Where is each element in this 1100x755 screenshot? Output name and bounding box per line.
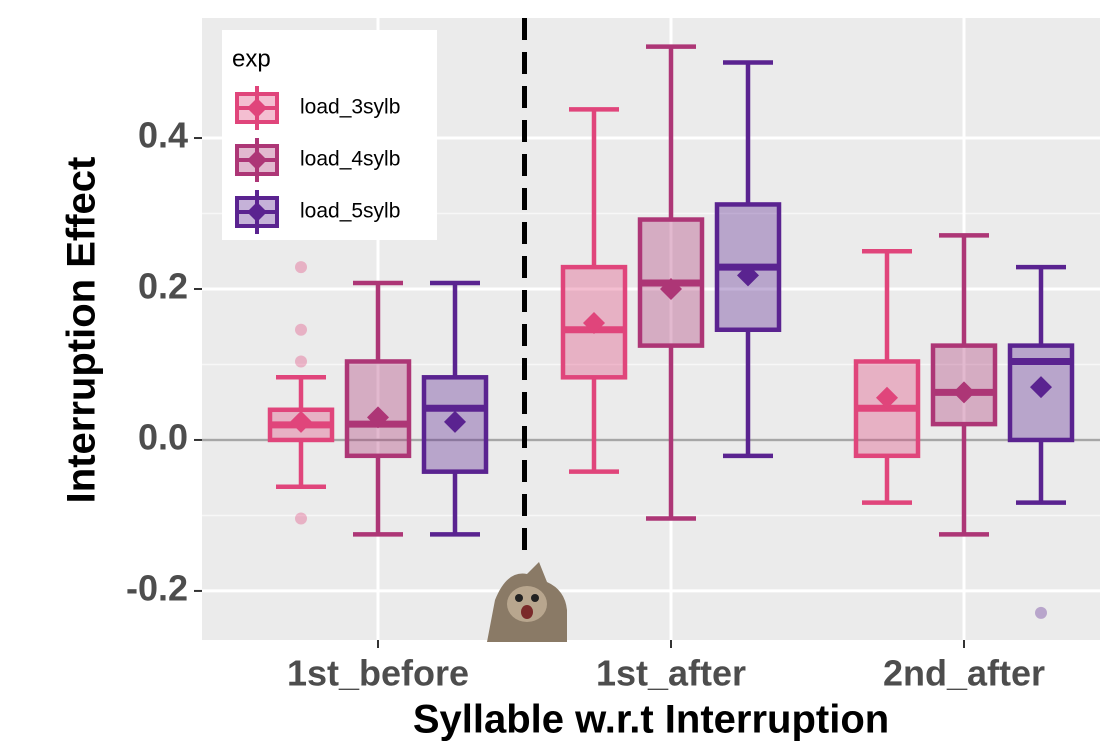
legend-diamond [247, 202, 267, 222]
mean [737, 264, 759, 287]
outlier [295, 512, 307, 525]
box-group [853, 249, 921, 505]
cat-image [487, 562, 567, 642]
box-group [344, 280, 412, 537]
mean [1030, 376, 1052, 399]
y-tick-label: -0.2 [126, 567, 188, 608]
x-axis-title: Syllable w.r.t Interruption [413, 698, 889, 742]
box [421, 375, 489, 474]
outlier [295, 355, 307, 368]
box-group [560, 107, 628, 474]
mean [953, 381, 975, 404]
legend-key [235, 86, 279, 130]
y-tick-label: 0.0 [138, 416, 188, 457]
x-tick-label: 2nd_after [883, 653, 1045, 694]
box-group [714, 60, 782, 459]
y-axis-title: Interruption Effect [60, 157, 104, 504]
box-group [267, 375, 335, 490]
mean [660, 277, 682, 300]
y-tick-label: 0.2 [138, 266, 188, 307]
mean [444, 410, 466, 433]
legend-diamond [247, 150, 267, 170]
box-group [930, 233, 998, 537]
legend-key [235, 190, 279, 234]
y-tick-label: 0.4 [138, 115, 188, 156]
legend-label: load_4sylb [300, 148, 400, 171]
x-tick-label: 1st_before [287, 653, 469, 694]
mean [583, 311, 605, 334]
legend-diamond [247, 98, 267, 118]
outlier [295, 261, 307, 274]
box-group [1007, 264, 1075, 505]
mean [876, 386, 898, 409]
mean [290, 410, 312, 433]
outlier [1035, 606, 1047, 619]
legend-label: load_3sylb [300, 96, 400, 119]
x-tick-label: 1st_after [596, 653, 746, 694]
legend-key [235, 138, 279, 182]
mean [367, 406, 389, 429]
box-group [637, 44, 705, 521]
legend-title: exp [232, 45, 271, 72]
outlier [295, 323, 307, 336]
box-group [421, 280, 489, 537]
legend-label: load_5sylb [300, 200, 400, 223]
